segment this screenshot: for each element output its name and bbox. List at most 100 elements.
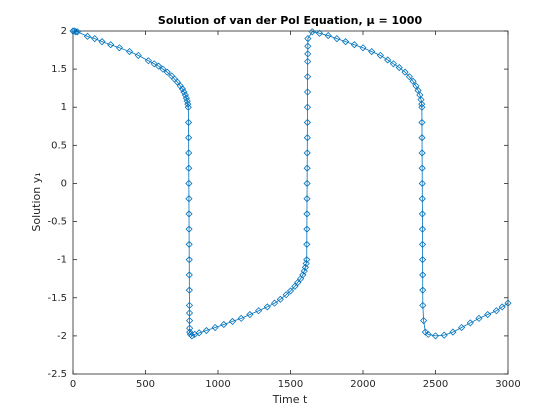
data-marker bbox=[72, 28, 80, 36]
data-marker bbox=[185, 164, 193, 172]
data-marker bbox=[185, 309, 194, 317]
x-tick-label: 0 bbox=[70, 379, 76, 390]
data-marker bbox=[173, 78, 181, 86]
data-marker bbox=[184, 103, 192, 111]
data-marker bbox=[424, 330, 432, 338]
data-marker bbox=[466, 319, 474, 327]
data-marker bbox=[421, 328, 429, 336]
data-marker bbox=[188, 332, 196, 340]
data-marker bbox=[304, 50, 312, 58]
x-tick-label: 500 bbox=[136, 379, 155, 390]
data-marker bbox=[202, 326, 210, 335]
data-marker bbox=[504, 299, 512, 307]
data-marker bbox=[418, 164, 426, 172]
data-marker bbox=[211, 323, 219, 332]
data-marker bbox=[83, 32, 92, 40]
data-marker bbox=[484, 310, 492, 319]
data-marker bbox=[431, 332, 440, 340]
data-marker bbox=[303, 149, 311, 157]
data-marker bbox=[409, 77, 417, 85]
data-marker bbox=[246, 310, 254, 319]
data-marker bbox=[418, 240, 427, 248]
data-marker bbox=[376, 51, 384, 59]
data-marker bbox=[185, 301, 194, 309]
data-marker bbox=[186, 324, 194, 332]
data-marker bbox=[185, 195, 193, 203]
data-marker bbox=[303, 118, 311, 127]
data-marker bbox=[282, 291, 290, 299]
data-marker bbox=[125, 48, 134, 56]
data-marker bbox=[303, 164, 311, 172]
data-marker bbox=[498, 303, 506, 311]
data-marker bbox=[195, 329, 203, 337]
data-marker bbox=[185, 256, 193, 264]
data-marker bbox=[163, 68, 171, 76]
x-tick-label: 1000 bbox=[205, 379, 230, 390]
data-marker bbox=[350, 41, 358, 49]
y-axis-label: Solution y₁ bbox=[30, 172, 43, 231]
data-marker bbox=[180, 88, 188, 96]
data-marker bbox=[115, 44, 123, 52]
data-marker bbox=[185, 210, 193, 218]
data-marker bbox=[159, 65, 167, 73]
data-marker bbox=[255, 307, 263, 315]
data-marker bbox=[184, 118, 193, 127]
data-marker bbox=[286, 287, 295, 295]
data-marker bbox=[185, 149, 193, 157]
data-marker bbox=[440, 331, 448, 339]
data-marker bbox=[185, 240, 193, 248]
data-marker bbox=[91, 35, 99, 43]
data-marker bbox=[401, 68, 409, 76]
data-marker bbox=[418, 210, 426, 218]
y-tick-label: 0.5 bbox=[51, 140, 67, 151]
data-marker bbox=[419, 271, 427, 279]
data-marker bbox=[150, 60, 158, 68]
data-marker bbox=[418, 225, 427, 233]
data-marker bbox=[458, 323, 466, 332]
data-marker bbox=[342, 38, 350, 46]
data-marker bbox=[303, 103, 312, 111]
data-marker bbox=[185, 225, 193, 233]
x-tick-label: 2500 bbox=[423, 379, 448, 390]
y-tick-label: -2.5 bbox=[47, 369, 67, 380]
data-marker bbox=[186, 317, 194, 325]
data-marker bbox=[304, 35, 312, 43]
data-marker bbox=[228, 317, 237, 325]
y-tick-label: -0.5 bbox=[47, 217, 67, 228]
data-marker bbox=[475, 314, 483, 322]
data-marker bbox=[303, 210, 311, 218]
y-tick-label: -1.5 bbox=[47, 293, 67, 304]
data-marker bbox=[418, 100, 426, 108]
data-marker bbox=[73, 28, 81, 36]
data-marker bbox=[395, 64, 403, 72]
data-marker bbox=[270, 299, 279, 307]
data-marker bbox=[359, 44, 367, 52]
data-marker bbox=[185, 179, 193, 188]
data-marker bbox=[384, 56, 392, 64]
data-marker bbox=[184, 100, 192, 108]
data-marker bbox=[154, 62, 163, 70]
data-marker bbox=[418, 134, 426, 142]
data-marker bbox=[185, 134, 193, 142]
data-marker bbox=[301, 263, 310, 271]
data-marker bbox=[300, 267, 308, 275]
data-marker bbox=[176, 82, 184, 90]
data-marker bbox=[294, 278, 302, 287]
data-marker bbox=[303, 88, 312, 96]
data-marker bbox=[389, 60, 398, 68]
data-marker bbox=[324, 32, 332, 40]
data-marker bbox=[333, 35, 341, 43]
data-marker bbox=[178, 85, 187, 93]
data-marker bbox=[368, 48, 376, 56]
data-marker bbox=[449, 328, 457, 336]
data-marker bbox=[418, 179, 426, 188]
data-marker bbox=[418, 103, 426, 111]
data-marker bbox=[304, 57, 312, 66]
data-marker bbox=[315, 29, 324, 37]
axes-box bbox=[72, 30, 509, 375]
data-marker bbox=[302, 259, 310, 268]
data-marker bbox=[308, 28, 316, 36]
data-marker bbox=[417, 96, 425, 104]
